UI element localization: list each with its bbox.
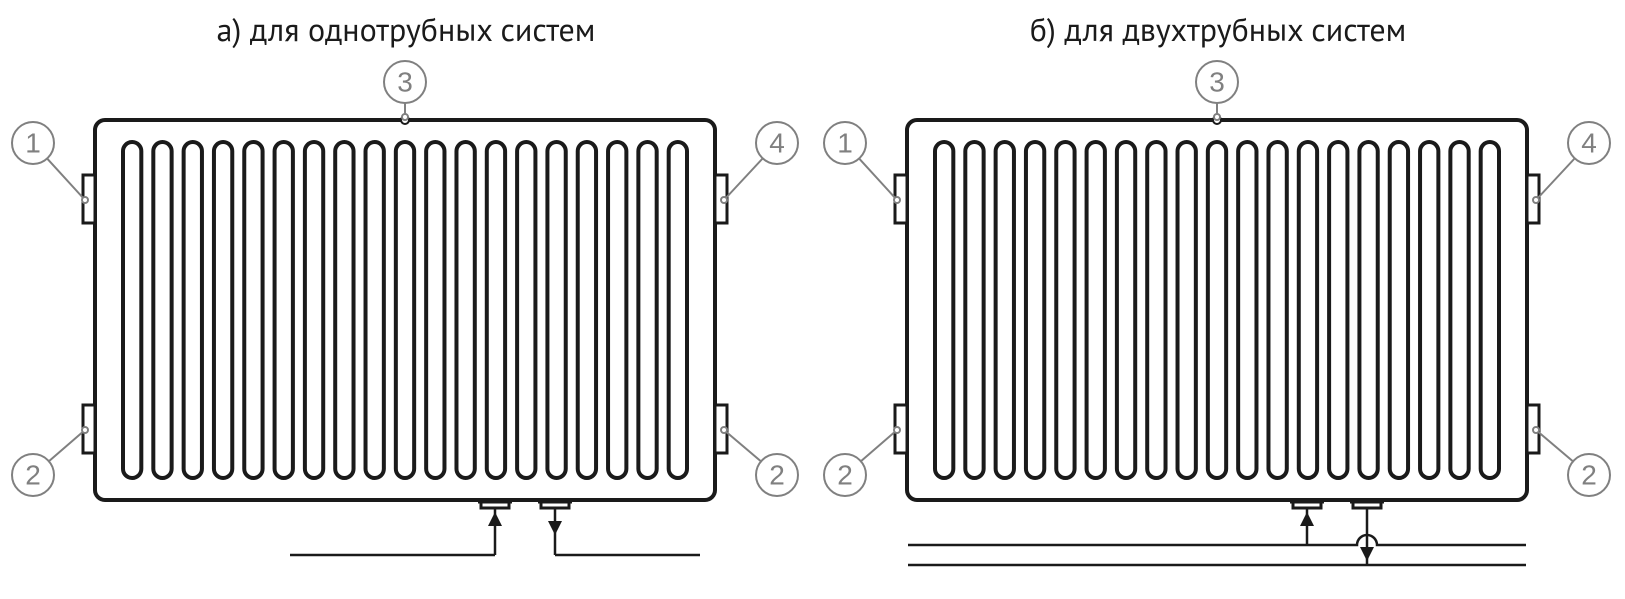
svg-text:2: 2 [837,460,853,491]
svg-text:2: 2 [769,460,785,491]
diagram-b: 1 2 3 4 2 [812,0,1624,599]
svg-text:4: 4 [1581,128,1597,159]
svg-text:1: 1 [837,128,853,159]
panel-b-title: б) для двухтрубных систем [812,8,1624,50]
svg-text:2: 2 [25,460,41,491]
svg-text:1: 1 [25,128,41,159]
svg-text:4: 4 [769,128,785,159]
svg-text:3: 3 [397,67,413,98]
figure: а) для однотрубных систем 1 2 3 4 2 б) для д… [0,0,1625,599]
panel-a-title: а) для однотрубных систем [0,8,812,50]
panel-b: б) для двухтрубных систем 1 2 3 4 2 [812,0,1624,599]
svg-text:3: 3 [1209,67,1225,98]
panel-a: а) для однотрубных систем 1 2 3 4 2 [0,0,812,599]
svg-text:2: 2 [1581,460,1597,491]
diagram-a: 1 2 3 4 2 [0,0,812,599]
